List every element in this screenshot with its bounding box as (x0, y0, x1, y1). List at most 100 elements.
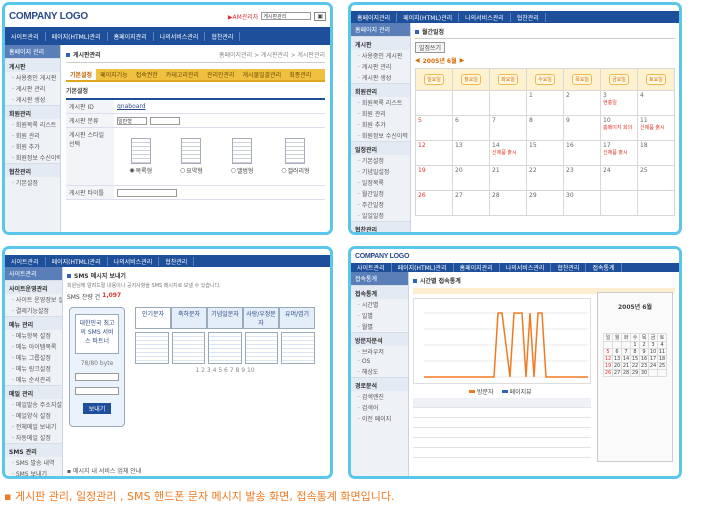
sidebar-item[interactable]: · 월간일정 (358, 191, 384, 198)
mini-calendar-day[interactable]: 28 (621, 369, 631, 377)
calendar-event[interactable]: 신제품 출시 (492, 150, 517, 156)
mini-calendar-day[interactable]: 20 (612, 362, 622, 370)
top-nav-item[interactable]: 페이지(HTML)관리 (397, 12, 460, 22)
calendar-day[interactable]: 30 (564, 191, 601, 216)
mini-calendar-day[interactable]: 16 (639, 355, 649, 363)
mini-calendar-day[interactable]: 29 (630, 369, 640, 377)
calendar-day[interactable]: 17 신제품 출시 (601, 141, 638, 166)
calendar-day[interactable]: 1 (527, 91, 564, 116)
mini-calendar-day[interactable]: 21 (621, 362, 631, 370)
write-schedule-button[interactable]: 일정쓰기 (415, 42, 446, 53)
mini-calendar-day[interactable]: 15 (630, 355, 640, 363)
sidebar-item[interactable]: · 메일발송 주소지설정 (12, 402, 63, 409)
calendar-day[interactable] (490, 91, 527, 116)
calendar-day[interactable]: 23 (564, 166, 601, 191)
sidebar-item[interactable]: · 사이트 운영정보 설정 (12, 297, 62, 304)
sms-category-tab[interactable]: 기념일문자 (207, 307, 243, 329)
tab-item[interactable]: 페이지기능 (100, 72, 128, 79)
sidebar-item[interactable]: · 메뉴항목 설정 (12, 333, 51, 340)
top-nav-item[interactable]: 페이지(HTML)관리 (392, 263, 454, 272)
calendar-day[interactable]: 20 (453, 166, 490, 191)
calendar-day[interactable]: 29 (527, 191, 564, 216)
mini-calendar-day[interactable]: 26 (603, 369, 613, 377)
calendar-event[interactable]: 현충일 (603, 100, 617, 106)
sidebar-item[interactable]: · 기본설정 (358, 158, 384, 165)
sms-template-box[interactable] (244, 332, 279, 364)
calendar-day[interactable]: 22 (527, 166, 564, 191)
calendar-day[interactable]: 4 (638, 91, 675, 116)
mini-calendar-day[interactable]: 8 (630, 348, 640, 356)
top-nav-item[interactable]: 접속통계 (586, 263, 622, 272)
mini-calendar-day[interactable]: 2 (639, 341, 649, 349)
mini-calendar-day[interactable]: 23 (639, 362, 649, 370)
calendar-day[interactable]: 2 (564, 91, 601, 116)
radio-button[interactable]: ◉ (129, 167, 135, 174)
sidebar-item[interactable]: · 사용중인 게시판 (358, 53, 403, 60)
top-nav-item[interactable]: 사이트관리 (351, 263, 392, 272)
admin-select[interactable]: 게시판관리 (261, 12, 312, 20)
calendar-event[interactable]: 신제품 출시 (603, 150, 628, 156)
mini-calendar-day[interactable]: 11 (657, 348, 667, 356)
phone-input[interactable] (75, 373, 119, 381)
calendar-event[interactable]: 신제품 출시 (640, 125, 665, 131)
mini-calendar-day[interactable]: 9 (639, 348, 649, 356)
mini-calendar-day[interactable]: 19 (603, 362, 613, 370)
title-input[interactable] (117, 188, 177, 197)
sms-template-box[interactable] (135, 332, 169, 364)
pagination[interactable]: 1 2 3 4 5 6 7 8 9 10 (195, 367, 255, 374)
sidebar-item[interactable]: · 전체메일 보내기 (12, 424, 57, 431)
calendar-day[interactable] (601, 191, 638, 216)
sidebar-item[interactable]: · 회원정보 수신이력 (12, 155, 61, 162)
tab-item[interactable]: 관리인관리 (206, 72, 235, 79)
mini-calendar-day[interactable] (621, 341, 631, 349)
sidebar-item[interactable]: · 주간일정 (358, 202, 384, 209)
sidebar-item[interactable]: · 브라우저 (358, 349, 384, 356)
calendar-day[interactable]: 15 (527, 141, 564, 166)
top-nav-item[interactable]: 나의서비스관리 (108, 256, 160, 266)
board-style-option[interactable]: ○ 갤러리형 (281, 138, 310, 175)
sidebar-item[interactable]: · 해상도 (358, 369, 379, 376)
mini-calendar-day[interactable]: 30 (639, 369, 649, 377)
top-nav-item[interactable]: 홈페이지관리 (351, 12, 398, 22)
mini-calendar-day[interactable]: 25 (657, 362, 667, 370)
calendar-day[interactable]: 21 (490, 166, 527, 191)
board-style-option[interactable]: ○ 앨범형 (231, 138, 253, 175)
callback-input[interactable] (75, 387, 119, 395)
top-nav-item[interactable]: 협찬관리 (551, 263, 587, 272)
sidebar-item[interactable]: · 회원 관리 (12, 133, 40, 140)
calendar-day[interactable]: 26 (416, 191, 453, 216)
mini-calendar-day[interactable]: 14 (621, 355, 631, 363)
calendar-day[interactable] (416, 91, 453, 116)
mini-calendar-day[interactable] (657, 369, 667, 377)
calendar-day[interactable]: 28 (490, 191, 527, 216)
board-style-option[interactable]: ○ 요약형 (180, 138, 203, 175)
sidebar-item[interactable]: · 검색어 (358, 405, 379, 412)
top-nav-item[interactable]: 협찬관리 (159, 256, 195, 266)
sidebar-item[interactable]: · 기본설정 (12, 180, 38, 187)
mini-calendar-day[interactable]: 5 (603, 348, 613, 356)
top-nav-item[interactable]: 페이지(HTML)관리 (46, 31, 108, 41)
top-nav-item[interactable]: 나의서비스관리 (500, 263, 552, 272)
calendar-day[interactable]: 27 (453, 191, 490, 216)
sidebar-item[interactable]: · 검색엔진 (358, 394, 384, 401)
mini-calendar-day[interactable]: 22 (630, 362, 640, 370)
calendar-day[interactable]: 8 (527, 116, 564, 141)
sub-category-select[interactable] (150, 116, 180, 125)
mini-calendar-day[interactable]: 7 (621, 348, 631, 356)
sidebar-item[interactable]: · OS (358, 358, 371, 365)
sidebar-item[interactable]: · 일일일정 (358, 213, 384, 220)
calendar-day[interactable]: 11 신제품 출시 (638, 116, 675, 141)
tab-item[interactable]: 최종관리 (289, 72, 312, 79)
sidebar-item[interactable]: · 메일양식 설정 (12, 413, 51, 420)
sidebar-item[interactable]: · 게시판 관리 (358, 64, 392, 71)
calendar-day[interactable]: 7 (490, 116, 527, 141)
message-textarea[interactable]: 대한민국 최고의 SMS 서비스 파트너 (75, 314, 119, 354)
top-nav-item[interactable]: 나의서비스관리 (154, 31, 206, 41)
calendar-day[interactable]: 24 (601, 166, 638, 191)
calendar-day[interactable] (638, 191, 675, 216)
mini-calendar-day[interactable]: 6 (612, 348, 622, 356)
sidebar-item[interactable]: · 회원 추가 (12, 144, 40, 151)
sms-template-box[interactable] (208, 332, 242, 364)
sidebar-item[interactable]: · 메뉴 링크설정 (12, 366, 51, 373)
calendar-day[interactable]: 19 (416, 166, 453, 191)
